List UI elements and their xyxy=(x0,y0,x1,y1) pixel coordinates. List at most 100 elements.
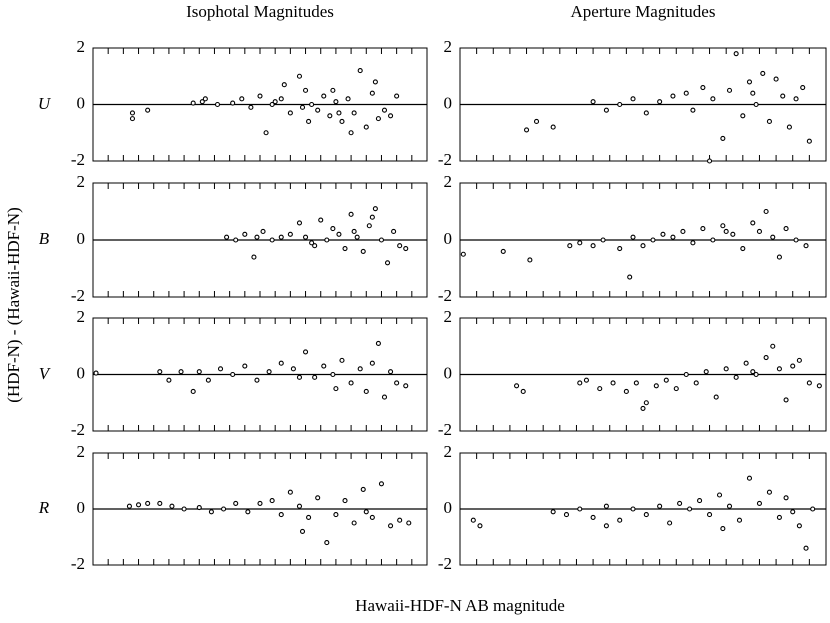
data-point xyxy=(590,99,596,105)
data-point xyxy=(248,104,254,110)
y-tick-label: 0 xyxy=(77,93,86,112)
data-point xyxy=(733,374,739,380)
data-point xyxy=(360,486,366,492)
data-point xyxy=(199,99,205,105)
data-point xyxy=(318,217,324,223)
data-point xyxy=(375,116,381,122)
data-point xyxy=(660,231,666,237)
data-point xyxy=(803,545,809,551)
data-point xyxy=(296,503,303,509)
data-point xyxy=(770,343,776,349)
data-point xyxy=(623,388,629,395)
data-point xyxy=(810,506,816,512)
data-point xyxy=(710,237,716,243)
data-point xyxy=(710,96,716,102)
y-tick-label: 2 xyxy=(77,172,86,191)
y-tick-label: 0 xyxy=(444,93,453,112)
data-point xyxy=(806,138,812,144)
data-point xyxy=(643,110,649,116)
data-point xyxy=(357,68,363,74)
data-point xyxy=(233,237,239,243)
data-point xyxy=(129,110,136,116)
data-point xyxy=(746,79,753,85)
y-tick-label: 0 xyxy=(444,229,453,248)
data-point xyxy=(730,231,736,237)
data-point xyxy=(309,101,315,108)
data-point xyxy=(327,113,333,119)
data-point xyxy=(790,363,796,369)
data-point xyxy=(178,369,184,375)
y-tick-label: 2 xyxy=(444,442,453,461)
data-point xyxy=(783,495,789,501)
data-point xyxy=(287,110,293,116)
data-point xyxy=(190,100,196,106)
data-point xyxy=(746,475,753,481)
data-point xyxy=(720,223,726,229)
data-point xyxy=(800,85,806,91)
y-axis-label: (HDF-N) - (Hawaii-HDF-N) xyxy=(4,207,23,402)
data-point xyxy=(351,520,357,526)
data-point xyxy=(145,500,151,506)
data-point xyxy=(786,124,792,130)
data-point xyxy=(610,380,616,386)
data-point xyxy=(756,228,763,234)
data-point xyxy=(378,481,385,487)
data-point xyxy=(296,374,303,380)
data-point xyxy=(567,243,573,249)
data-point xyxy=(287,489,293,495)
data-point xyxy=(723,228,729,234)
data-point xyxy=(388,113,394,119)
data-point xyxy=(627,274,633,280)
y-tick-label: 0 xyxy=(77,363,86,382)
data-point xyxy=(726,87,733,93)
data-point xyxy=(378,237,385,243)
data-point xyxy=(269,498,275,504)
data-point xyxy=(257,500,263,506)
data-point xyxy=(230,371,236,378)
data-point xyxy=(290,366,296,372)
data-point xyxy=(363,124,369,130)
data-point xyxy=(687,506,693,512)
data-point xyxy=(181,506,187,512)
data-point xyxy=(269,237,275,243)
data-point xyxy=(796,523,802,529)
data-point xyxy=(336,110,342,116)
data-point xyxy=(770,234,776,240)
data-point xyxy=(750,220,756,226)
data-point xyxy=(166,377,172,383)
data-point xyxy=(169,503,175,509)
data-point xyxy=(716,492,723,498)
data-point xyxy=(780,93,786,99)
data-point xyxy=(617,517,623,523)
data-point xyxy=(224,234,230,240)
data-point xyxy=(796,357,802,363)
y-tick-label: -2 xyxy=(438,286,452,305)
y-tick-label: -2 xyxy=(71,150,85,169)
data-point xyxy=(302,349,309,355)
y-tick-label: 2 xyxy=(444,172,453,191)
data-point xyxy=(397,517,403,523)
data-point xyxy=(312,374,318,380)
data-point xyxy=(145,107,151,113)
y-tick-label: 0 xyxy=(77,498,86,517)
data-point xyxy=(617,246,623,252)
data-point xyxy=(299,104,306,110)
x-axis-label: Hawaii-HDF-N AB magnitude xyxy=(355,596,565,615)
data-point xyxy=(470,517,476,523)
data-point xyxy=(129,116,136,122)
data-point xyxy=(706,158,713,164)
data-point xyxy=(345,96,351,102)
data-point xyxy=(306,514,312,520)
data-point xyxy=(597,386,603,392)
data-point xyxy=(720,526,726,532)
data-point xyxy=(287,231,293,237)
data-point xyxy=(673,386,679,392)
data-point xyxy=(324,237,330,243)
data-point xyxy=(693,380,699,386)
data-point xyxy=(603,503,609,509)
data-point xyxy=(196,505,202,511)
data-point xyxy=(126,503,132,509)
data-point xyxy=(357,366,363,372)
data-point xyxy=(330,226,336,232)
data-point xyxy=(157,500,163,506)
